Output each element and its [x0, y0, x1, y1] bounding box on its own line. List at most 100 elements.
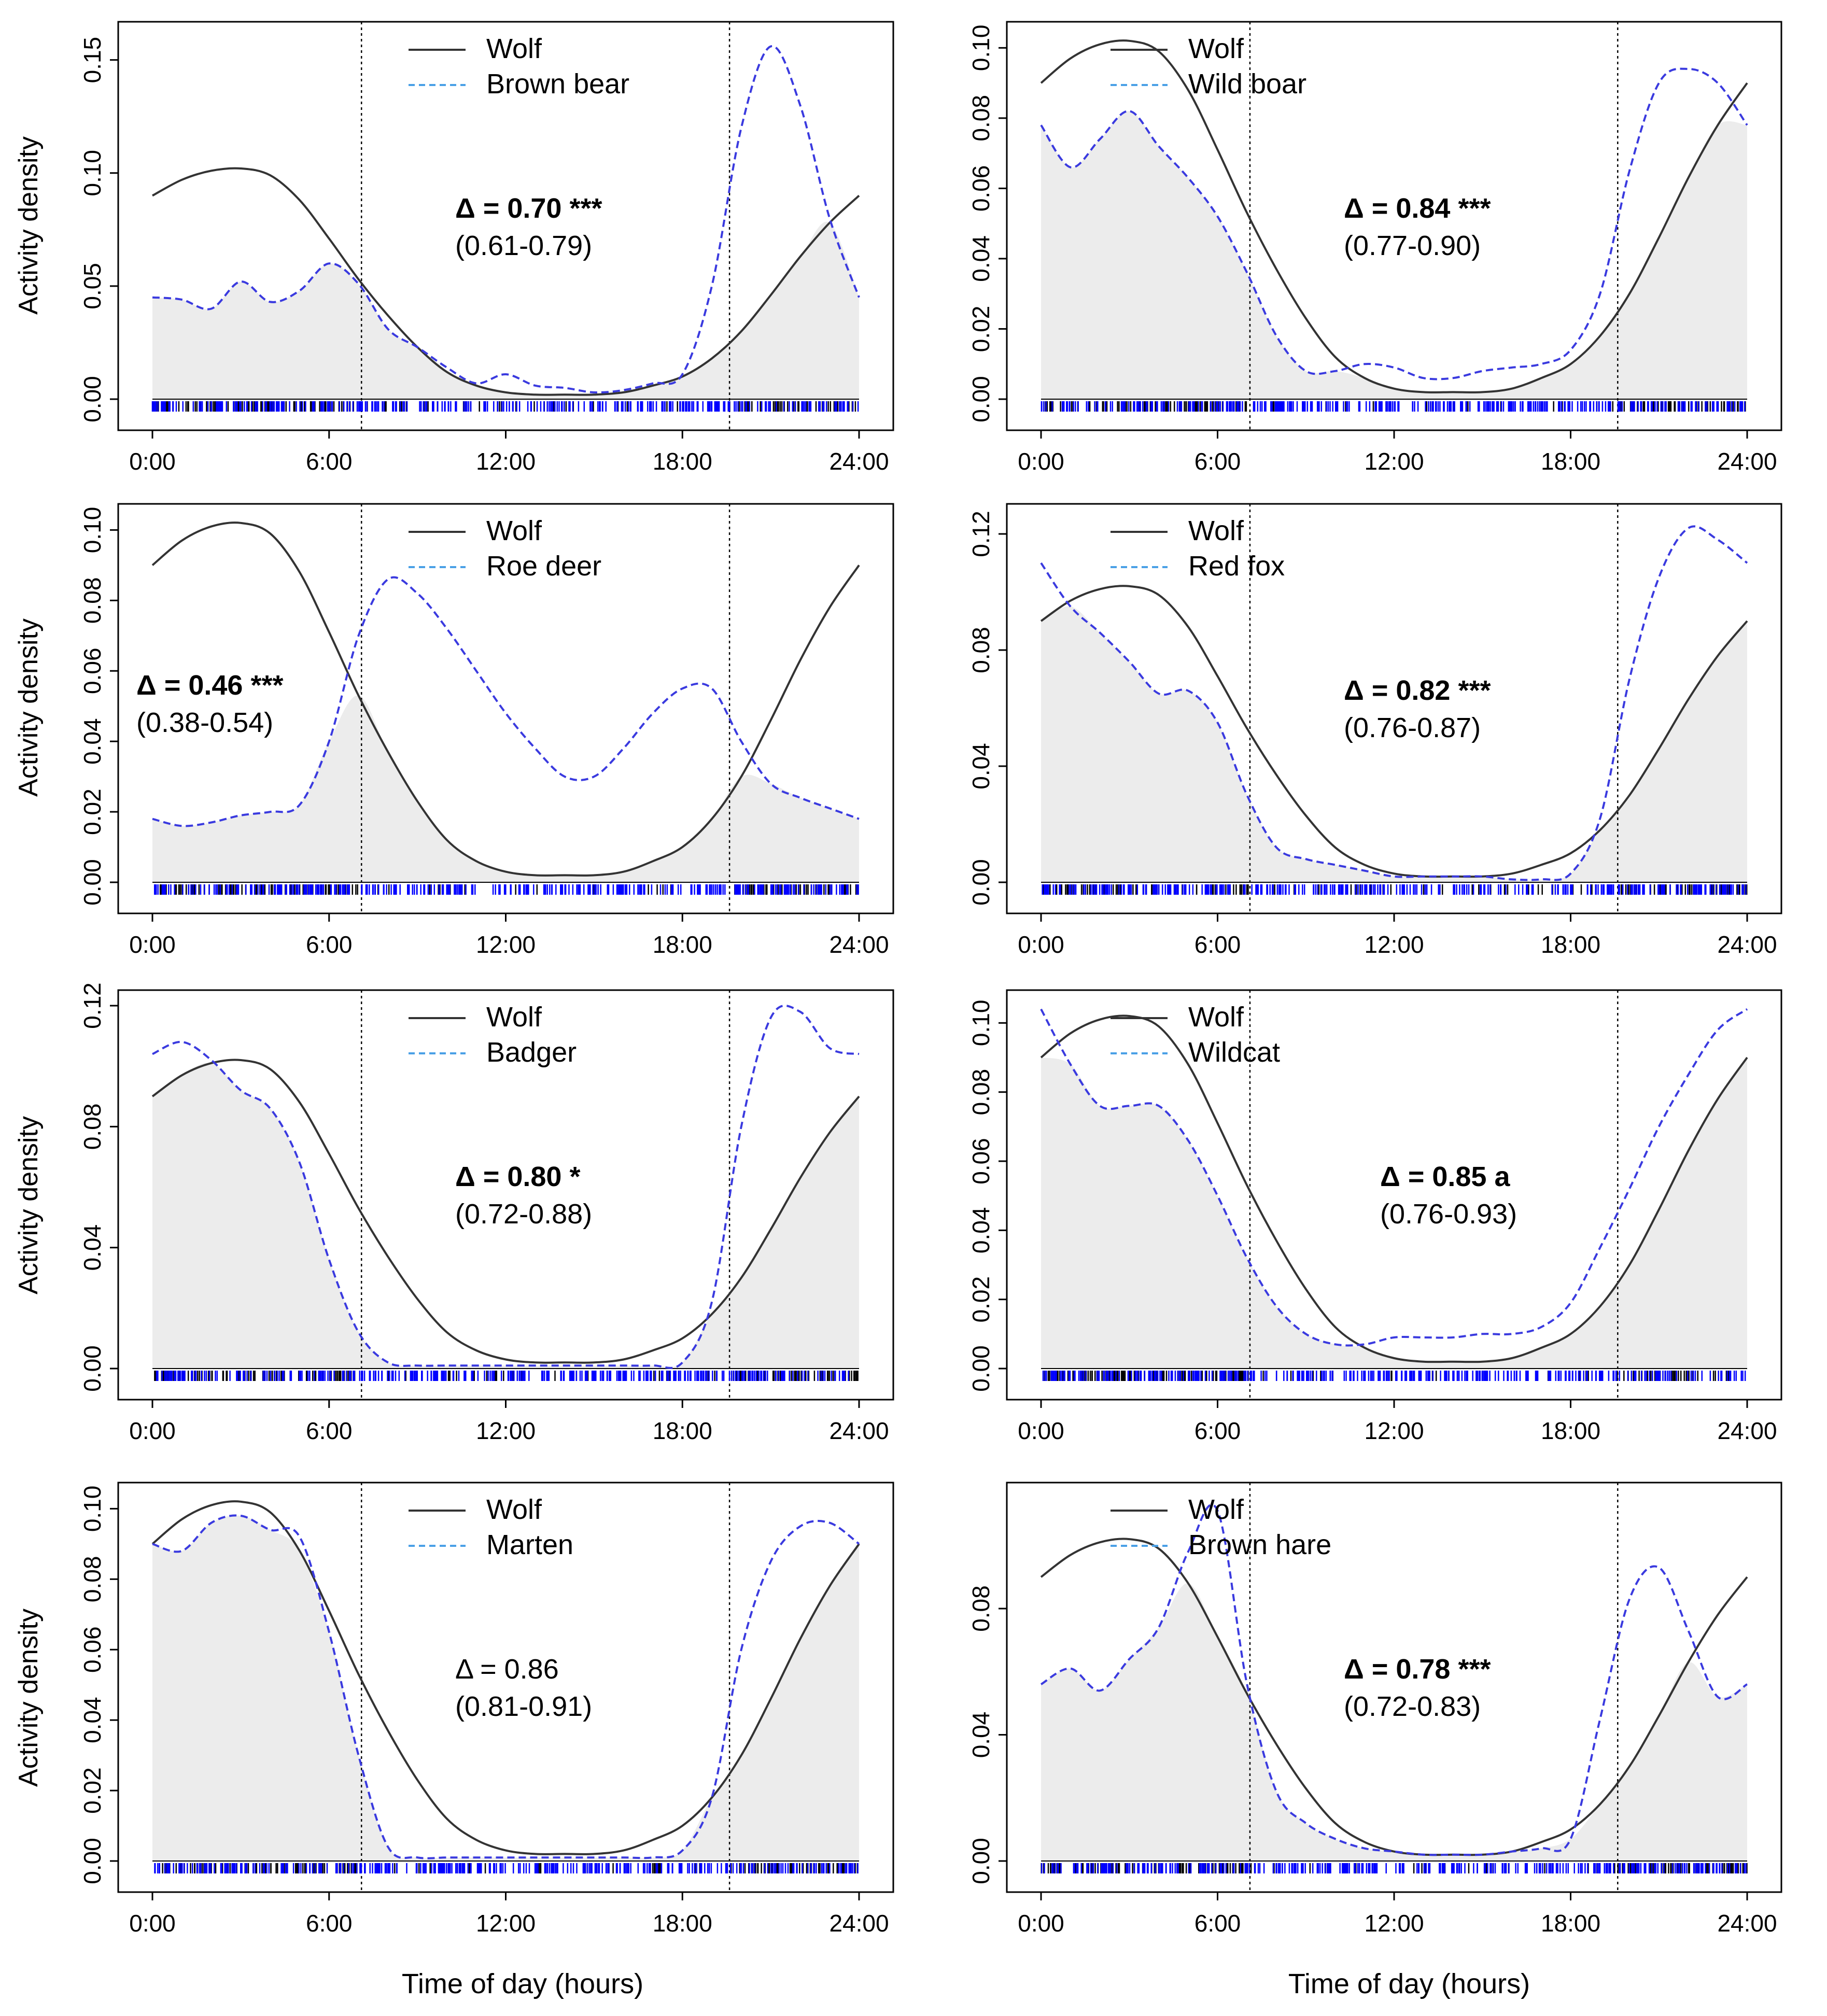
legend: Wolf Brown hare [1111, 1494, 1331, 1560]
y-tick-label: 0.02 [79, 1767, 106, 1814]
y-tick-label: 0.00 [967, 1345, 994, 1392]
overlap-confidence-interval: (0.81-0.91) [455, 1691, 592, 1722]
legend-species-label: Brown bear [486, 68, 629, 100]
y-tick-label: 0.08 [967, 1069, 994, 1116]
y-tick-label: 0.08 [79, 1104, 106, 1150]
legend-species-label: Brown hare [1188, 1529, 1331, 1560]
legend-wolf-label: Wolf [1188, 33, 1244, 64]
y-tick-label: 0.12 [967, 511, 994, 557]
x-tick-label: 0:00 [1018, 1417, 1064, 1444]
x-tick-label: 0:00 [129, 1910, 176, 1937]
overlap-area [152, 221, 859, 399]
y-tick-label: 0.04 [967, 1207, 994, 1254]
y-tick-label: 0.00 [967, 859, 994, 906]
y-tick-label: 0.04 [967, 235, 994, 282]
legend-wolf-label: Wolf [486, 33, 542, 64]
y-tick-label: 0.06 [967, 165, 994, 212]
y-axis-label-row-1: Activity density [13, 136, 44, 315]
species-density-line [1040, 1008, 1748, 1347]
rug-marks [151, 401, 859, 412]
legend: Wolf Brown bear [409, 33, 629, 100]
y-tick-label: 0.00 [967, 376, 994, 422]
y-tick-label: 0.06 [79, 1626, 106, 1673]
wolf-density-line [1040, 585, 1748, 878]
overlap-area [1041, 111, 1747, 399]
x-tick-label: 12:00 [1364, 931, 1424, 958]
overlap-area [1041, 1058, 1747, 1369]
overlap-coefficient: Δ = 0.86 [455, 1654, 559, 1685]
legend: Wolf Marten [409, 1494, 573, 1560]
rug-marks [1042, 884, 1748, 895]
x-tick-label: 24:00 [1717, 1910, 1777, 1937]
panel-e: 0:00 6:00 12:00 18:00 24:00 0.00 0.04 0.08 0.12 W… [79, 982, 894, 1444]
legend: Wolf Badger [409, 1002, 577, 1068]
x-tick-label: 0:00 [129, 1417, 176, 1444]
y-tick-label: 0.08 [967, 95, 994, 142]
overlap-coefficient: Δ = 0.82 *** [1344, 675, 1491, 706]
overlap-annotation: Δ = 0.78 *** (0.72-0.83) [1344, 1654, 1491, 1722]
wolf-density-line [151, 521, 860, 877]
legend-species-label: Badger [486, 1037, 577, 1068]
overlap-confidence-interval: (0.38-0.54) [136, 707, 273, 738]
y-axis-label-row-4: Activity density [13, 1609, 44, 1787]
legend-wolf-label: Wolf [486, 1494, 542, 1525]
overlap-confidence-interval: (0.72-0.88) [455, 1199, 592, 1230]
legend-wolf-label: Wolf [486, 515, 542, 546]
overlap-confidence-interval: (0.61-0.79) [455, 230, 592, 261]
legend-species-label: Wildcat [1188, 1037, 1280, 1068]
panel-d: 0:00 6:00 12:00 18:00 24:00 0.00 0.04 0.08 0.12 W… [967, 503, 1782, 958]
x-tick-label: 12:00 [476, 1417, 536, 1444]
y-tick-label: 0.04 [79, 1224, 106, 1271]
x-axis-label-left: Time of day (hours) [402, 1968, 643, 1999]
x-tick-label: 18:00 [1541, 448, 1600, 475]
legend: Wolf Wildcat [1111, 1002, 1280, 1068]
y-tick-label: 0.08 [79, 577, 106, 624]
x-tick-label: 24:00 [1717, 1417, 1777, 1444]
wolf-density-line [151, 1500, 860, 1855]
y-tick-label: 0.00 [79, 1345, 106, 1392]
y-tick-label: 0.10 [79, 150, 106, 196]
y-tick-label: 0.10 [79, 507, 106, 554]
y-tick-label: 0.04 [967, 743, 994, 790]
species-density-line [1040, 525, 1748, 881]
y-tick-label: 0.02 [79, 788, 106, 835]
legend-species-label: Marten [486, 1529, 573, 1560]
x-tick-label: 6:00 [306, 1910, 353, 1937]
rug-marks [1042, 1371, 1746, 1381]
y-tick-label: 0.02 [967, 1276, 994, 1323]
x-tick-label: 12:00 [476, 448, 536, 475]
x-tick-label: 18:00 [1541, 1417, 1600, 1444]
species-density-line [152, 1004, 860, 1369]
overlap-annotation: Δ = 0.70 *** (0.61-0.79) [455, 193, 602, 261]
y-tick-label: 0.04 [79, 1697, 106, 1743]
legend: Wolf Wild boar [1111, 33, 1306, 100]
overlap-confidence-interval: (0.76-0.87) [1344, 712, 1481, 743]
overlap-area [152, 1062, 859, 1369]
y-tick-label: 0.08 [967, 1585, 994, 1632]
x-tick-label: 18:00 [1541, 1910, 1600, 1937]
y-tick-label: 0.00 [79, 376, 106, 422]
overlap-area [152, 1515, 859, 1861]
panels-container: 0:00 6:00 12:00 18:00 24:00 0.00 0.05 0.10 0.15 W… [79, 21, 1782, 1937]
x-tick-label: 12:00 [476, 1910, 536, 1937]
y-tick-label: 0.15 [79, 37, 106, 83]
x-tick-label: 24:00 [829, 448, 889, 475]
overlap-annotation: Δ = 0.84 *** (0.77-0.90) [1344, 193, 1491, 261]
legend-wolf-label: Wolf [1188, 1002, 1244, 1033]
overlap-confidence-interval: (0.72-0.83) [1344, 1691, 1481, 1722]
species-density-line [152, 45, 860, 394]
overlap-coefficient: Δ = 0.84 *** [1344, 193, 1491, 224]
overlap-coefficient: Δ = 0.70 *** [455, 193, 602, 224]
x-tick-label: 6:00 [1194, 448, 1241, 475]
overlap-annotation: Δ = 0.85 a (0.76-0.93) [1380, 1161, 1517, 1230]
species-density-line [152, 1514, 860, 1859]
wolf-density-line [1040, 39, 1748, 393]
panel-c: 0:00 6:00 12:00 18:00 24:00 0.00 0.02 0.04 0.06 0… [79, 503, 894, 958]
x-tick-label: 6:00 [1194, 931, 1241, 958]
legend-species-label: Roe deer [486, 551, 601, 582]
x-tick-label: 0:00 [1018, 448, 1064, 475]
y-tick-label: 0.02 [967, 306, 994, 353]
y-tick-label: 0.06 [79, 647, 106, 694]
rug-marks [154, 1371, 859, 1381]
